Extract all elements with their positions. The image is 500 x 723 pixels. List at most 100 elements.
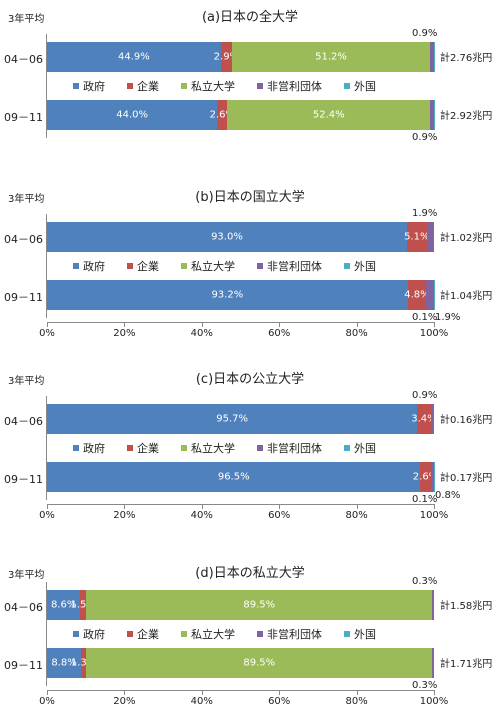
x-tick-label: 100% (419, 328, 449, 339)
bar-segment-4 (430, 42, 434, 72)
x-tick-label: 20% (113, 328, 136, 339)
legend-swatch (127, 631, 133, 637)
x-tick (279, 690, 281, 695)
period-label: 3年平均 (8, 376, 45, 387)
category-label: 09－11 (4, 111, 43, 124)
legend-swatch (344, 263, 350, 269)
x-tick (356, 690, 358, 695)
legend-swatch (127, 445, 133, 451)
chart-panel: 3年平均 (c)日本の公立大学 04－06 95.7% 3.4% 0.9% 計0.16兆円 0… (0, 362, 500, 537)
legend-label: 企業 (137, 628, 159, 641)
legend-item: 私立大学 (181, 626, 235, 642)
category-label: 09－11 (4, 473, 43, 486)
data-label: 0.1% (412, 312, 438, 323)
legend-item: 外国 (344, 440, 376, 456)
x-tick-label: 0% (39, 510, 55, 521)
data-label: 0.8% (435, 490, 461, 501)
legend-item: 非営利団体 (257, 78, 322, 94)
legend-label: 非営利団体 (267, 442, 322, 455)
legend-swatch (257, 83, 263, 89)
legend-swatch (257, 445, 263, 451)
x-tick-label: 80% (345, 510, 368, 521)
data-label: 0.3% (412, 680, 438, 691)
category-label: 04－06 (4, 233, 43, 246)
legend-label: 外国 (354, 628, 376, 641)
x-tick-label: 60% (268, 696, 291, 707)
chart-panel: 3年平均 (b)日本の国立大学 04－06 93.0% 5.1% 1.9% 計1.02兆円 0… (0, 180, 500, 355)
x-tick (201, 322, 203, 327)
data-label: 8.6% (50, 599, 77, 611)
x-tick-label: 80% (345, 328, 368, 339)
x-axis-line (47, 504, 434, 505)
period-label: 3年平均 (8, 194, 45, 205)
legend-label: 外国 (354, 442, 376, 455)
data-label: 4.8% (404, 289, 430, 301)
stacked-bar: 44.9% 2.9% 51.2% (47, 42, 435, 72)
legend-item: 政府 (73, 78, 105, 94)
x-tick-label: 20% (113, 696, 136, 707)
bar-segment-3 (227, 100, 431, 130)
x-tick (47, 322, 48, 327)
legend-swatch (344, 83, 350, 89)
data-label: 89.5% (243, 599, 276, 611)
legend-label: 政府 (83, 628, 105, 641)
legend-item: 私立大学 (181, 440, 235, 456)
bar-segment-2 (420, 462, 431, 492)
stacked-bar: 44.0% 2.6% 52.4% (47, 100, 435, 130)
legend-label: 政府 (83, 260, 105, 273)
legend-swatch (257, 263, 263, 269)
stacked-bar: 93.2% 4.8% (47, 280, 435, 310)
x-tick-label: 100% (419, 510, 449, 521)
data-label: 0.9% (412, 28, 438, 39)
legend-label: 企業 (137, 80, 159, 93)
x-tick-label: 0% (39, 696, 55, 707)
x-tick (47, 690, 48, 695)
data-label: 0.3% (412, 576, 438, 587)
bar-segment-2 (406, 222, 427, 252)
y-axis-line (46, 396, 47, 500)
bar-segment-1 (47, 648, 82, 678)
bar-segment-3 (86, 590, 433, 620)
legend-label: 政府 (83, 80, 105, 93)
category-label: 04－06 (4, 53, 43, 66)
chart-title: (a)日本の全大学 (201, 10, 299, 25)
bar-segment-2 (80, 590, 87, 620)
legend-swatch (73, 263, 79, 269)
bar-segment-2 (407, 280, 427, 310)
data-label: 93.2% (211, 289, 244, 301)
data-label: 3.4% (411, 413, 437, 425)
legend-label: 企業 (137, 260, 159, 273)
bar-segment-1 (47, 590, 81, 620)
legend-item: 外国 (344, 78, 376, 94)
x-tick (124, 690, 126, 695)
total-label: 計1.04兆円 (440, 291, 493, 302)
legend-item: 政府 (73, 440, 105, 456)
legend-swatch (344, 445, 350, 451)
legend-label: 私立大学 (191, 628, 235, 641)
bar-segment-3 (86, 648, 433, 678)
data-label: 1.3% (70, 657, 97, 669)
data-label: 44.0% (116, 109, 149, 121)
data-label: 1.9% (435, 312, 461, 323)
legend-item: 政府 (73, 626, 105, 642)
bar-segment-3 (231, 42, 431, 72)
x-tick-label: 0% (39, 328, 55, 339)
legend-item: 非営利団体 (257, 258, 322, 274)
bar-segment-4 (430, 100, 434, 130)
stacked-bar: 93.0% 5.1% (47, 222, 434, 252)
data-label: 1.9% (412, 208, 438, 219)
legend-swatch (73, 445, 79, 451)
data-label: 2.6% (412, 471, 439, 483)
legend-swatch (73, 631, 79, 637)
legend-swatch (344, 631, 350, 637)
legend-label: 企業 (137, 442, 159, 455)
data-label: 44.9% (117, 51, 150, 63)
legend: 政府 企業 私立大学 非営利団体 外国 (47, 439, 460, 457)
data-label: 93.0% (211, 231, 243, 243)
legend-swatch (127, 263, 133, 269)
data-label: 1.5% (70, 599, 96, 611)
x-tick (279, 322, 281, 327)
bar-segment-1 (47, 462, 421, 492)
x-tick (434, 504, 435, 509)
x-tick (124, 504, 126, 509)
